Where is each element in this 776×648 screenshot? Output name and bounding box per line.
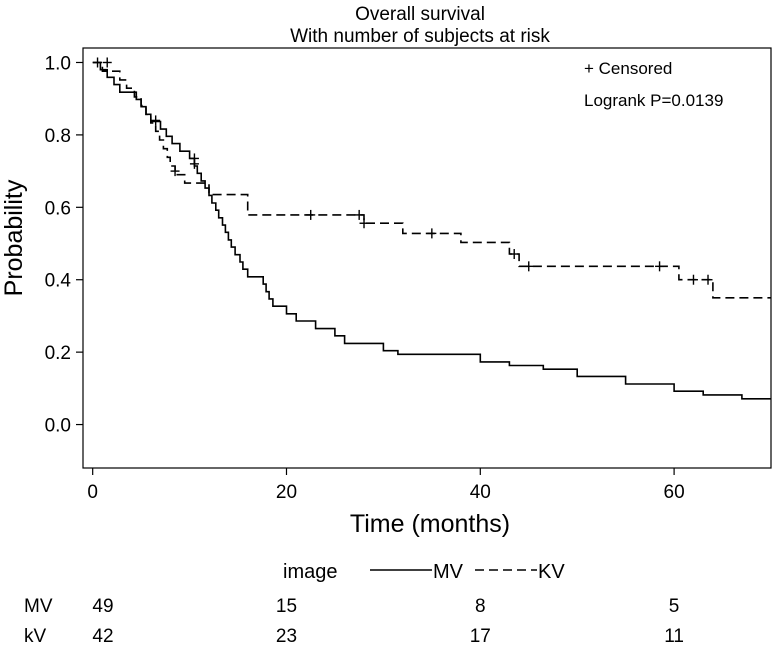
x-tick-label: 0 <box>87 482 98 503</box>
y-tick-label: 0.8 <box>45 126 71 147</box>
risk-row-label: kV <box>24 626 47 647</box>
y-tick-label: 0.0 <box>45 416 71 437</box>
censor-mark-kv <box>354 209 364 220</box>
censor-mark-kv <box>189 158 199 169</box>
censor-mark-kv <box>655 261 665 272</box>
censor-mark-kv <box>151 115 161 126</box>
y-tick-label: 0.4 <box>45 271 72 292</box>
censor-mark-kv <box>688 274 698 285</box>
y-tick-label: 0.2 <box>45 343 71 364</box>
risk-count: 5 <box>669 596 680 617</box>
series-line-kv <box>92 61 771 299</box>
risk-count: 11 <box>664 626 684 647</box>
risk-table: MV 49 15 8 5 kV 42 23 17 11 <box>24 596 684 647</box>
risk-count: 17 <box>470 626 491 647</box>
x-tick-label: 40 <box>470 482 491 503</box>
plot-frame <box>82 47 772 469</box>
legend: image MV KV <box>283 561 565 583</box>
risk-count: 49 <box>92 596 113 617</box>
series-group <box>92 57 771 400</box>
censor-mark-kv <box>703 274 713 285</box>
x-tick-label: 60 <box>664 482 685 503</box>
x-axis-label: Time (months) <box>350 510 510 538</box>
censor-mark-kv <box>170 166 180 177</box>
legend-title: image <box>283 561 337 583</box>
chart-title: Overall survival <box>355 4 485 25</box>
censor-mark-kv <box>524 261 534 272</box>
y-tick-label: 1.0 <box>45 53 71 74</box>
x-tick-label: 20 <box>276 482 297 503</box>
censor-mark-kv <box>306 209 316 220</box>
y-axis: 0.0 0.2 0.4 0.6 0.8 1.0 <box>45 53 83 437</box>
censored-note: + Censored <box>584 59 672 78</box>
risk-count: 23 <box>276 626 297 647</box>
chart-subtitle: With number of subjects at risk <box>290 26 550 47</box>
risk-count: 8 <box>475 596 486 617</box>
legend-label-mv: MV <box>433 561 464 583</box>
censor-mark-kv <box>359 218 369 229</box>
risk-count: 42 <box>92 626 113 647</box>
censor-mark-kv <box>509 249 519 260</box>
logrank-note: Logrank P=0.0139 <box>584 91 723 110</box>
legend-label-kv: KV <box>538 561 565 583</box>
censor-mark-kv <box>102 57 112 68</box>
y-tick-label: 0.6 <box>45 198 71 219</box>
risk-count: 15 <box>276 596 297 617</box>
series-line-mv <box>92 61 771 400</box>
x-axis: 0 20 40 60 <box>87 468 685 503</box>
censor-mark-kv <box>427 228 437 239</box>
risk-row-label: MV <box>24 596 53 617</box>
y-axis-label: Probability <box>0 179 28 296</box>
